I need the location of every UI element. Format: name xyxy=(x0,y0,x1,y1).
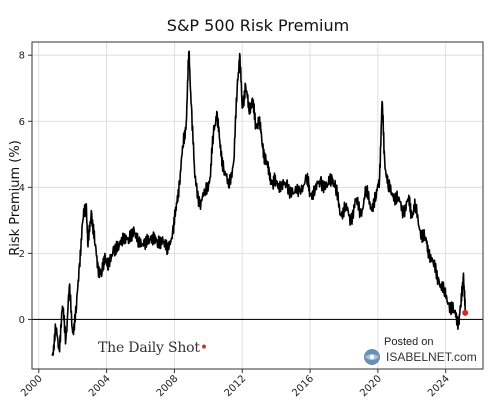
x-tick-label: 2004 xyxy=(87,373,113,399)
daily-shot-watermark: The Daily Shot• xyxy=(98,340,208,356)
isabelnet-text: ISABELNET.com xyxy=(386,350,477,364)
y-axis-label: Risk Premium (%) xyxy=(8,140,23,256)
y-tick-label: 0 xyxy=(19,315,25,326)
posted-on-text: Posted on xyxy=(384,336,434,348)
risk-premium-line xyxy=(51,50,466,356)
x-tick-label: 2008 xyxy=(155,373,181,399)
y-tick-label: 6 xyxy=(19,117,25,128)
x-tick-label: 2020 xyxy=(358,373,384,399)
x-tick-label: 2000 xyxy=(19,373,45,399)
isabelnet-globe-icon xyxy=(364,349,380,365)
series-layer xyxy=(51,50,469,356)
x-tick-label: 2024 xyxy=(426,373,452,399)
plot-frame xyxy=(31,41,484,370)
y-tick-label: 8 xyxy=(19,51,25,62)
daily-shot-text: The Daily Shot xyxy=(98,340,200,356)
latest-value-point xyxy=(462,309,469,316)
y-tick-label: 2 xyxy=(19,249,25,260)
grid-layer xyxy=(32,42,483,369)
y-tick-label: 4 xyxy=(19,183,25,194)
daily-shot-dot: • xyxy=(199,340,208,356)
x-tick-label: 2016 xyxy=(290,373,316,399)
chart-title: S&P 500 Risk Premium xyxy=(167,16,349,35)
x-tick-label: 2012 xyxy=(223,373,249,399)
